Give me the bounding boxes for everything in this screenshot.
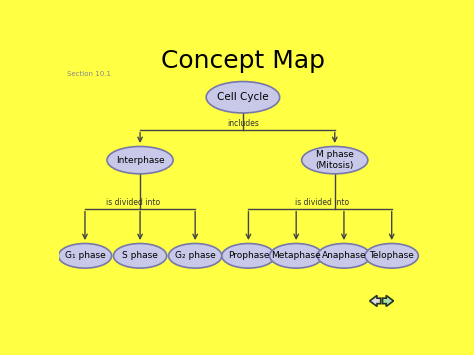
Ellipse shape	[222, 244, 275, 268]
Text: Section 10.1: Section 10.1	[66, 71, 110, 77]
Ellipse shape	[107, 147, 173, 174]
Text: Cell Cycle: Cell Cycle	[217, 92, 269, 102]
Ellipse shape	[113, 244, 167, 268]
Ellipse shape	[169, 244, 222, 268]
Ellipse shape	[58, 244, 111, 268]
Polygon shape	[383, 295, 393, 306]
Text: Metaphase: Metaphase	[271, 251, 321, 260]
Ellipse shape	[365, 244, 419, 268]
Text: Telophase: Telophase	[369, 251, 414, 260]
Text: Anaphase: Anaphase	[322, 251, 366, 260]
Ellipse shape	[317, 244, 371, 268]
Text: includes: includes	[227, 119, 259, 128]
Text: Concept Map: Concept Map	[161, 49, 325, 73]
Text: G₁ phase: G₁ phase	[64, 251, 105, 260]
Text: S phase: S phase	[122, 251, 158, 260]
Text: G₂ phase: G₂ phase	[175, 251, 216, 260]
Polygon shape	[370, 295, 381, 306]
Text: is divided into: is divided into	[295, 198, 349, 207]
Text: is divided into: is divided into	[106, 198, 160, 207]
Ellipse shape	[301, 147, 368, 174]
Ellipse shape	[270, 244, 323, 268]
Text: Prophase: Prophase	[228, 251, 269, 260]
Text: Interphase: Interphase	[116, 155, 164, 165]
Text: M phase
(Mitosis): M phase (Mitosis)	[316, 151, 354, 170]
Ellipse shape	[206, 82, 280, 113]
